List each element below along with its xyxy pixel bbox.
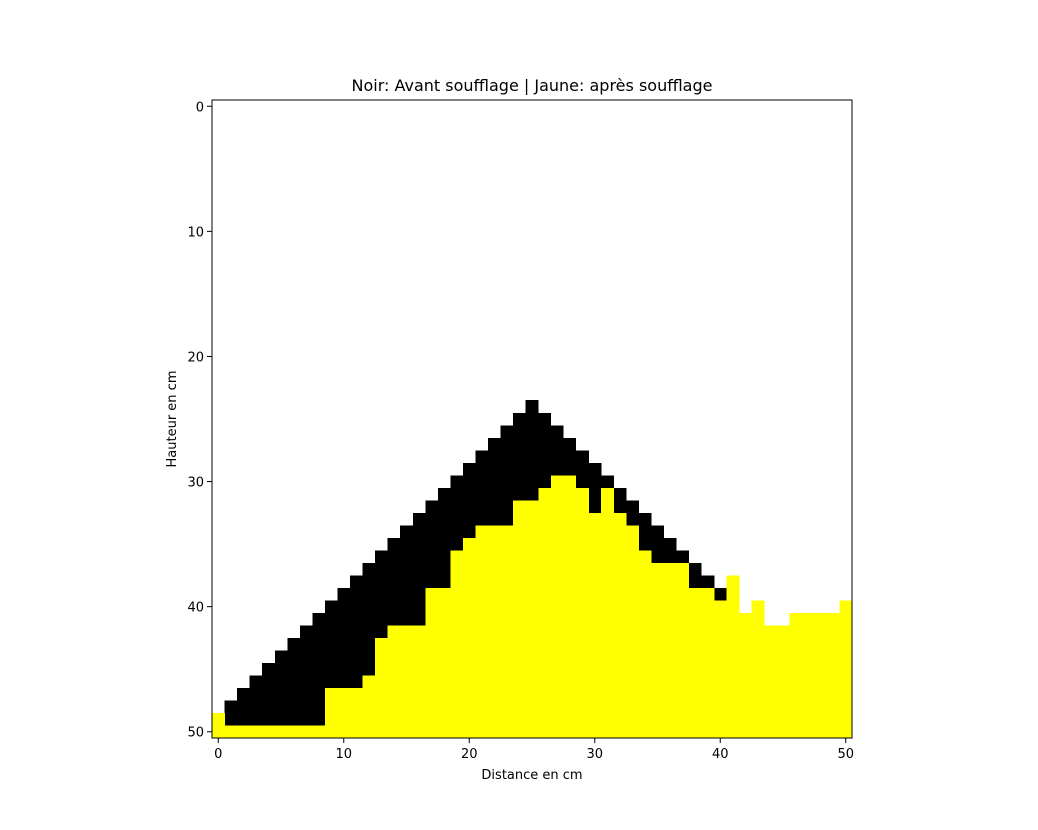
after-column-31: [601, 487, 614, 738]
after-column-13: [375, 637, 388, 738]
x-tick-label: 40: [712, 747, 729, 762]
after-column-6: [287, 725, 301, 738]
after-column-29: [575, 487, 589, 738]
after-column-21: [475, 525, 489, 738]
after-column-33: [626, 525, 639, 738]
y-tick-label: 30: [187, 476, 204, 491]
y-axis: 0 10 20 30 40 50: [187, 100, 212, 741]
after-column-37: [676, 562, 690, 738]
after-column-19: [450, 550, 464, 738]
after-column-4: [262, 725, 276, 738]
after-column-9: [324, 687, 338, 738]
after-column-8: [312, 725, 326, 738]
y-tick-label: 40: [187, 601, 204, 616]
before-column-5: [274, 650, 288, 738]
x-tick-label: 0: [214, 747, 222, 762]
x-tick-label: 10: [335, 747, 352, 762]
y-tick-label: 20: [187, 350, 204, 365]
after-column-26: [538, 487, 552, 738]
after-column-24: [513, 500, 527, 738]
after-column-40: [713, 600, 727, 738]
after-column-22: [488, 525, 501, 738]
after-column-44: [764, 625, 778, 738]
before-column-4: [262, 662, 276, 738]
y-tick-label: 0: [196, 100, 204, 115]
y-axis-label: Hauteur en cm: [165, 371, 180, 468]
after-column-25: [525, 500, 539, 738]
after-column-10: [337, 687, 351, 738]
after-column-7: [299, 725, 313, 738]
x-axis: 0 10 20 30 40 50: [214, 738, 854, 762]
x-tick-label: 30: [586, 747, 603, 762]
after-column-38: [688, 587, 702, 738]
after-column-47: [801, 612, 815, 738]
x-axis-label: Distance en cm: [481, 768, 582, 783]
after-column-23: [500, 525, 514, 738]
after-column-12: [362, 675, 376, 738]
after-column-46: [789, 612, 803, 738]
after-column-1: [224, 725, 238, 738]
after-column-11: [350, 687, 363, 738]
before-column-7: [299, 625, 313, 738]
x-tick-label: 50: [837, 747, 854, 762]
after-column-14: [387, 625, 401, 738]
after-column-35: [651, 562, 665, 738]
y-tick-label: 50: [187, 726, 204, 741]
after-column-18: [437, 587, 451, 738]
after-column-41: [726, 575, 740, 738]
after-column-42: [739, 612, 752, 738]
before-column-3: [249, 675, 263, 738]
after-column-36: [663, 562, 677, 738]
after-column-15: [400, 625, 414, 738]
plot-frame: [211, 99, 853, 739]
after-column-34: [638, 550, 652, 738]
after-column-28: [563, 475, 577, 738]
after-column-43: [751, 600, 765, 738]
after-column-27: [550, 475, 564, 738]
x-tick-label: 20: [461, 747, 478, 762]
after-column-16: [412, 625, 426, 738]
after-column-3: [249, 725, 263, 738]
after-column-45: [776, 625, 790, 738]
after-column-30: [588, 512, 602, 738]
before-column-8: [312, 612, 326, 738]
after-column-17: [425, 587, 439, 738]
before-column-6: [287, 637, 301, 738]
y-tick-label: 10: [187, 225, 204, 240]
chart-title: Noir: Avant soufflage | Jaune: après sou…: [352, 76, 713, 95]
after-column-50: [839, 600, 853, 738]
after-column-20: [462, 537, 476, 738]
after-column-39: [701, 587, 715, 738]
after-column-2: [237, 725, 250, 738]
after-column-49: [826, 612, 840, 738]
after-column-48: [814, 612, 828, 738]
after-column-5: [274, 725, 288, 738]
heatmap-grid: [212, 400, 853, 738]
after-column-32: [613, 512, 627, 738]
after-column-0: [212, 712, 225, 738]
